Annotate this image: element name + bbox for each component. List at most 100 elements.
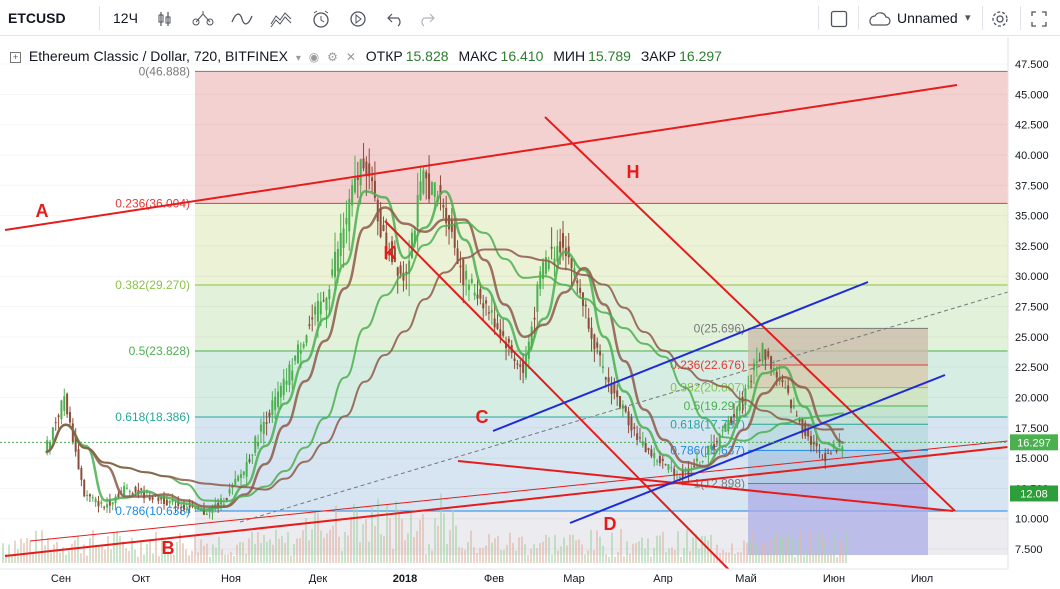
templates-icon[interactable] (270, 0, 292, 36)
legend-dropdown-icon[interactable]: ▾ (295, 53, 301, 64)
candle-body (217, 502, 220, 507)
volume-bar (728, 552, 730, 563)
trendline-b-inner[interactable] (29, 440, 1009, 542)
chevron-down-icon[interactable]: ▾ (965, 12, 971, 24)
volume-bar (614, 556, 616, 563)
candle-body (148, 497, 151, 500)
candle-body (151, 497, 154, 500)
volume-bar (734, 554, 736, 563)
time-tick-label: Ноя (221, 573, 241, 584)
volume-bar (596, 530, 598, 563)
volume-bar (302, 530, 304, 563)
trendline-b[interactable] (4, 446, 1009, 557)
volume-bar (113, 532, 115, 563)
candle-body (550, 246, 553, 249)
candles-icon[interactable] (156, 0, 174, 36)
trendline-h[interactable] (544, 116, 956, 512)
interval-button[interactable]: 12Ч (113, 10, 138, 26)
candle-body (838, 439, 841, 447)
collapse-legend-icon[interactable]: + (10, 51, 21, 63)
volume-bar (389, 517, 391, 563)
candle-body (265, 422, 268, 424)
fib1-level-label: 0.618(18.386) (115, 410, 190, 424)
candle-body (157, 497, 160, 501)
volume-bar (14, 540, 16, 563)
volume-bar (773, 534, 775, 563)
volume-bar (167, 550, 169, 563)
candle-body (271, 400, 274, 415)
candle-body (222, 504, 225, 507)
candle-body (485, 300, 488, 304)
fullscreen-square-icon[interactable] (830, 0, 848, 36)
volume-bar (281, 535, 283, 563)
redo-icon[interactable] (417, 0, 435, 36)
high-value: 16.410 (500, 48, 544, 64)
cloud-icon[interactable] (866, 0, 892, 36)
compare-icon[interactable] (192, 0, 214, 36)
candle-body (408, 260, 411, 274)
alert-icon[interactable] (310, 0, 332, 36)
trendline-d[interactable] (457, 460, 954, 512)
volume-bar (383, 536, 385, 563)
candle-body (792, 405, 795, 408)
candle-body (718, 434, 721, 447)
volume-bar (254, 544, 256, 563)
candle-body (553, 258, 556, 266)
channel-lower-line[interactable] (569, 374, 946, 524)
volume-bar (686, 529, 688, 563)
layout-name-button[interactable]: Unnamed (897, 10, 958, 26)
candle-body (174, 506, 177, 508)
volume-bar (542, 541, 544, 563)
candle-body (54, 422, 57, 424)
volume-bar (449, 530, 451, 563)
candle-body (262, 421, 265, 434)
volume-bar (416, 531, 418, 563)
candle-body (453, 224, 456, 248)
volume-bar (8, 544, 10, 563)
volume-bar (242, 542, 244, 563)
volume-bar (62, 547, 64, 563)
channel-upper-line[interactable] (492, 281, 869, 432)
candle-body (496, 323, 499, 329)
candle-body (544, 257, 547, 274)
volume-bar (818, 533, 820, 563)
trendline-a[interactable] (4, 84, 958, 231)
chart-area[interactable]: 0(46.888) 0.236(36.004) 0.382(29.270) 0.5(2… (0, 37, 1060, 585)
volume-bar (515, 550, 517, 563)
replay-icon[interactable] (348, 0, 368, 36)
time-scale[interactable] (0, 569, 1060, 584)
indicators-icon[interactable] (231, 0, 253, 36)
volume-bar (293, 543, 295, 563)
undo-icon[interactable] (387, 0, 405, 36)
price-tick-label: 35.000 (1015, 211, 1049, 223)
eye-icon[interactable]: ◉ (308, 50, 320, 64)
expand-icon[interactable] (1030, 0, 1048, 36)
candle-body (185, 509, 188, 511)
volume-bar (509, 532, 511, 563)
close-small-icon[interactable]: ✕ (345, 50, 356, 64)
projection-dashed-line[interactable] (239, 291, 1009, 523)
volume-bar (185, 549, 187, 563)
price-chart[interactable]: 0(46.888) 0.236(36.004) 0.382(29.270) 0.5(2… (0, 37, 1060, 585)
candle-body (120, 490, 123, 493)
settings-small-icon[interactable]: ⚙ (327, 50, 338, 64)
candle-body (308, 324, 311, 326)
candle-body (522, 361, 525, 373)
candle-body (798, 419, 801, 422)
volume-bar (377, 498, 379, 563)
symbol-search-button[interactable]: ETCUSD (8, 10, 66, 26)
volume-bar (80, 553, 82, 563)
volume-bar (533, 544, 535, 563)
candle-body (165, 499, 168, 506)
volume-bar (356, 508, 358, 563)
candle-body (727, 420, 730, 432)
candle-body (767, 350, 770, 357)
gear-icon[interactable] (990, 0, 1010, 36)
volume-bar (53, 544, 55, 563)
candle-body (51, 427, 54, 440)
candle-body (334, 251, 337, 278)
candle-body (228, 489, 231, 494)
volume-bar (68, 550, 70, 563)
secondary-price-tag (1010, 485, 1058, 502)
candle-body (305, 335, 308, 344)
